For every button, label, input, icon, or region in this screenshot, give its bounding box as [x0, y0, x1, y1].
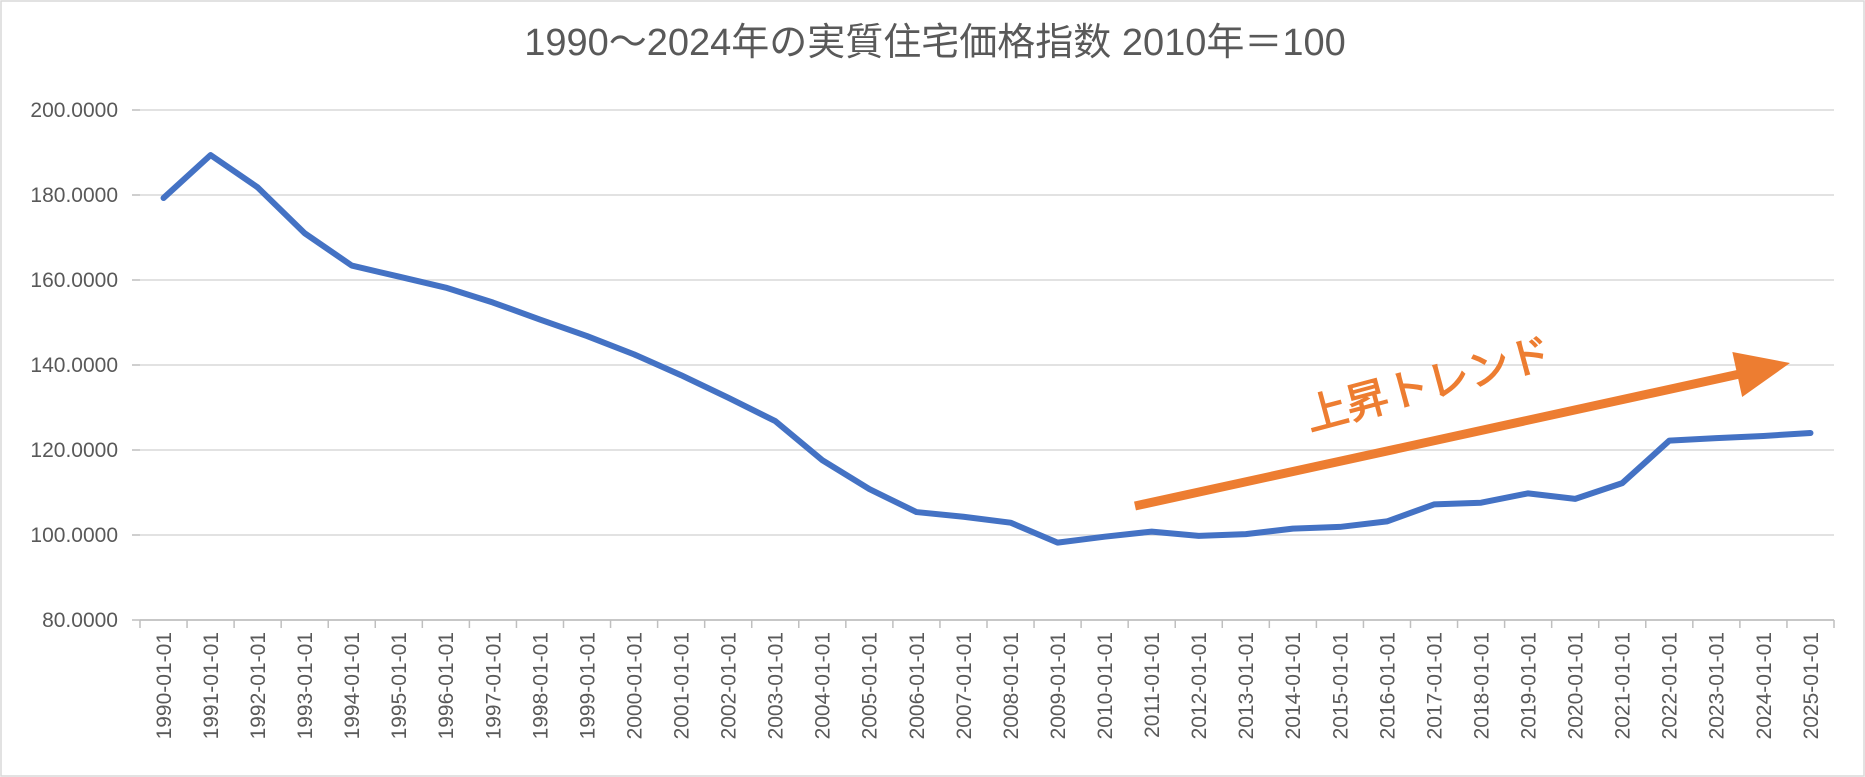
x-axis-label: 2000-01-01 — [623, 632, 646, 739]
x-axis-label: 2004-01-01 — [812, 632, 835, 739]
y-axis-label: 120.0000 — [30, 439, 118, 462]
x-axis-label: 1990-01-01 — [153, 632, 176, 739]
x-axis-label: 2020-01-01 — [1565, 632, 1588, 739]
x-axis-label: 2006-01-01 — [906, 632, 929, 739]
x-axis-labels-group: 1990-01-01 1991-01-01 1992-01-01 1993-01-01… — [153, 632, 1823, 739]
x-axis-label: 1996-01-01 — [435, 632, 458, 739]
x-axis-label: 1995-01-01 — [388, 632, 411, 739]
x-axis-label: 2009-01-01 — [1047, 632, 1070, 739]
x-axis-label: 2005-01-01 — [859, 632, 882, 739]
x-axis-label: 2023-01-01 — [1706, 632, 1729, 739]
x-axis-label: 2025-01-01 — [1800, 632, 1823, 739]
x-axis-label: 2015-01-01 — [1329, 632, 1352, 739]
y-axis-label: 180.0000 — [30, 184, 118, 207]
x-axis-label: 2017-01-01 — [1423, 632, 1446, 739]
x-axis-label: 1991-01-01 — [200, 632, 223, 739]
x-axis-label: 1993-01-01 — [294, 632, 317, 739]
y-axis-label: 160.0000 — [30, 269, 118, 292]
x-axis-label: 2003-01-01 — [765, 632, 788, 739]
x-axis-label: 2016-01-01 — [1376, 632, 1399, 739]
x-axis-label: 1997-01-01 — [482, 632, 505, 739]
x-axis-label: 2011-01-01 — [1141, 632, 1164, 738]
x-axis-label: 1998-01-01 — [529, 632, 552, 739]
trend-arrow-head — [1732, 352, 1790, 397]
axis-lines-group — [132, 109, 1835, 628]
x-axis-label: 2008-01-01 — [1000, 632, 1023, 739]
x-axis-label: 2021-01-01 — [1612, 632, 1635, 739]
y-axis-label: 100.0000 — [30, 524, 118, 547]
y-axis-label: 80.0000 — [42, 609, 118, 632]
x-axis-label: 2022-01-01 — [1659, 632, 1682, 739]
y-axis-label: 140.0000 — [30, 354, 118, 377]
x-axis-label: 2014-01-01 — [1282, 632, 1305, 739]
x-axis-label: 2024-01-01 — [1753, 632, 1776, 739]
x-axis-label: 2019-01-01 — [1517, 632, 1540, 739]
x-axis-label: 1999-01-01 — [576, 632, 599, 739]
x-axis-label: 2010-01-01 — [1094, 632, 1117, 739]
x-axis-label: 2018-01-01 — [1470, 632, 1493, 739]
x-axis-label: 2007-01-01 — [953, 632, 976, 739]
x-axis-label: 2002-01-01 — [718, 632, 741, 739]
chart-title: 1990～2024年の実質住宅価格指数 2010年＝100 — [524, 22, 1346, 64]
x-axis-label: 2012-01-01 — [1188, 632, 1211, 739]
x-axis-label: 2001-01-01 — [670, 632, 693, 739]
x-axis-label: 1994-01-01 — [341, 632, 364, 739]
price-index-line — [160, 152, 1814, 546]
y-axis-label: 200.0000 — [30, 99, 118, 122]
x-axis-label: 1992-01-01 — [247, 632, 270, 739]
gridlines-group — [140, 109, 1834, 536]
x-axis-label: 2013-01-01 — [1235, 632, 1258, 739]
y-axis-labels-group: 200.0000 180.0000 160.0000 140.0000 120.0000… — [30, 99, 118, 632]
trend-arrow-shaft — [1134, 369, 1742, 511]
